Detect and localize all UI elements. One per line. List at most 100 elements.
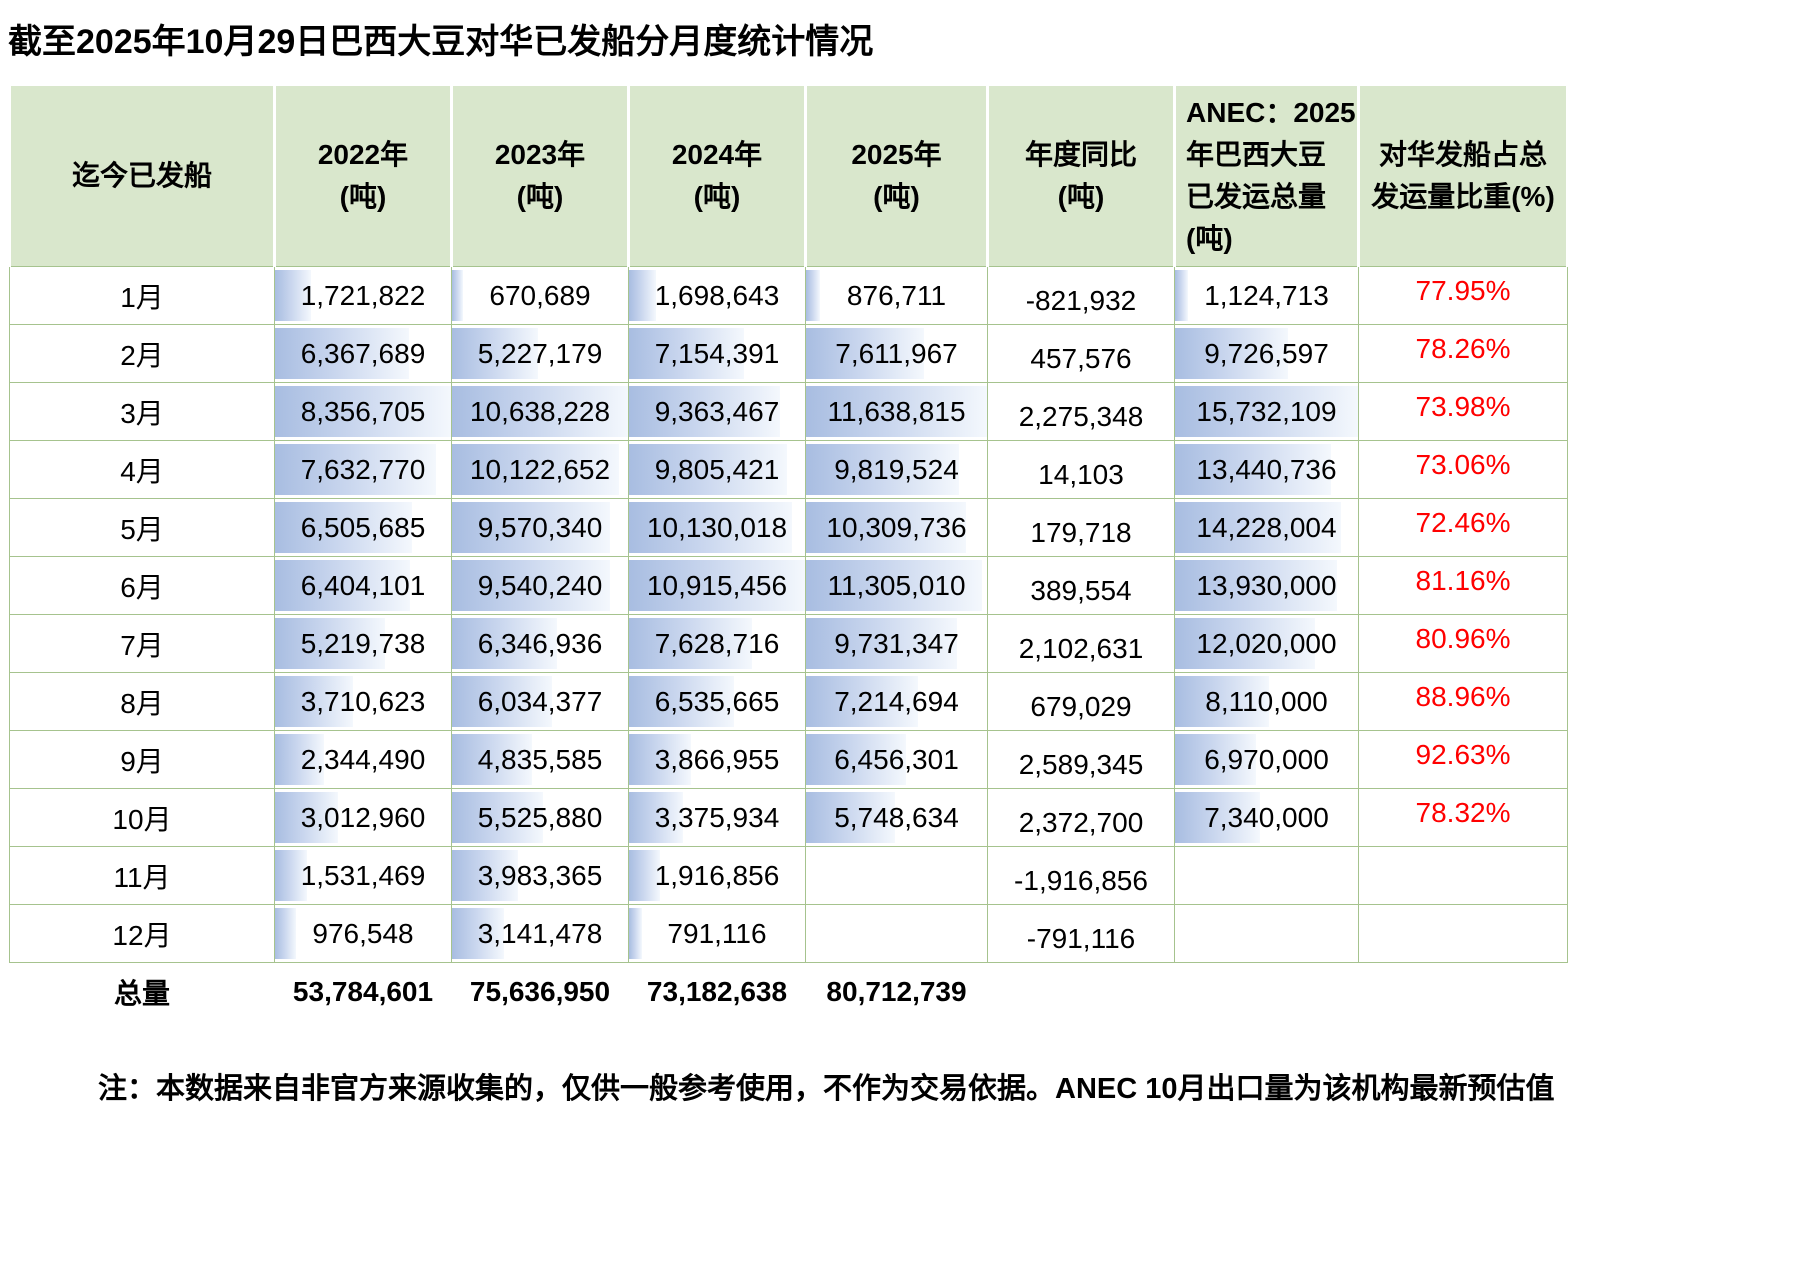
month-label: 12月	[112, 919, 172, 951]
cell-pct: 78.32%	[1358, 788, 1568, 847]
cell-yoy: 389,554	[987, 556, 1175, 615]
total-row: 总量 53,784,601 75,636,950 73,182,638 80,7…	[10, 963, 1568, 1022]
cell-pct	[1358, 904, 1568, 963]
cell-anec: 7,340,000	[1174, 788, 1359, 847]
table-row: 3月 8,356,705 10,638,228 9,363,467 11,638…	[9, 382, 1568, 441]
cell-value: 10,122,652	[469, 453, 611, 485]
cell-yoy: -791,116	[987, 904, 1175, 963]
cell-pct: 81.16%	[1358, 556, 1568, 615]
total-anec	[1175, 963, 1359, 1022]
total-yoy	[988, 963, 1175, 1022]
month-label: 10月	[112, 803, 172, 835]
data-bar	[1175, 618, 1315, 669]
month-label: 3月	[120, 397, 164, 429]
data-bar	[806, 270, 820, 321]
cell-value: 2,344,490	[300, 743, 426, 775]
cell-2025: 7,611,967	[805, 324, 988, 383]
data-bar	[629, 908, 642, 959]
header-anec: ANEC：2025 年巴西大豆 已发运总量 (吨)	[1173, 83, 1360, 267]
cell-pct: 88.96%	[1358, 672, 1568, 731]
cell-2025: 9,731,347	[805, 614, 988, 673]
data-bar	[1175, 792, 1261, 843]
cell-value: 3,012,960	[300, 801, 426, 833]
cell-2023: 9,570,340	[451, 498, 629, 557]
cell-value: 80.96%	[1415, 623, 1511, 654]
total-2022: 53,784,601	[275, 963, 452, 1022]
data-bar	[275, 618, 385, 669]
cell-2024: 3,375,934	[628, 788, 806, 847]
cell-anec	[1174, 846, 1359, 905]
total-2025: 80,712,739	[806, 963, 988, 1022]
month-cell: 10月	[9, 788, 275, 847]
table-row: 12月 976,548 3,141,478 791,116 -791,116	[9, 904, 1568, 963]
month-cell: 2月	[9, 324, 275, 383]
cell-value: 6,535,665	[654, 685, 780, 717]
table-row: 4月 7,632,770 10,122,652 9,805,421 9,819,…	[9, 440, 1568, 499]
data-bar	[629, 734, 692, 785]
cell-value: 2,589,345	[1018, 749, 1144, 780]
page-title: 截至2025年10月29日巴西大豆对华已发船分月度统计情况	[8, 23, 874, 61]
cell-value: 12,020,000	[1196, 627, 1337, 659]
cell-pct: 73.06%	[1358, 440, 1568, 499]
cell-2024: 6,535,665	[628, 672, 806, 731]
cell-2025: 6,456,301	[805, 730, 988, 789]
data-bar	[452, 560, 610, 611]
cell-value: 4,835,585	[477, 743, 603, 775]
cell-anec: 9,726,597	[1174, 324, 1359, 383]
data-bar	[1175, 560, 1338, 611]
cell-anec	[1174, 904, 1359, 963]
cell-2023: 4,835,585	[451, 730, 629, 789]
data-bar	[452, 618, 557, 669]
cell-value: 679,029	[1030, 691, 1132, 722]
month-cell: 8月	[9, 672, 275, 731]
cell-yoy: -1,916,856	[987, 846, 1175, 905]
cell-2025: 11,305,010	[805, 556, 988, 615]
cell-2022: 3,012,960	[274, 788, 452, 847]
cell-value: -821,932	[1025, 285, 1137, 316]
cell-yoy: 2,275,348	[987, 382, 1175, 441]
cell-anec: 13,930,000	[1174, 556, 1359, 615]
cell-2022: 3,710,623	[274, 672, 452, 731]
cell-value: 8,356,705	[300, 395, 426, 427]
cell-value: 1,916,856	[654, 859, 780, 891]
month-label: 9月	[120, 745, 164, 777]
cell-value: 10,638,228	[469, 395, 611, 427]
cell-value: 2,102,631	[1018, 633, 1144, 664]
month-cell: 5月	[9, 498, 275, 557]
data-bar	[275, 676, 354, 727]
table-row: 8月 3,710,623 6,034,377 6,535,665 7,214,6…	[9, 672, 1568, 731]
cell-value: 15,732,109	[1196, 395, 1337, 427]
total-2024: 73,182,638	[629, 963, 806, 1022]
month-cell: 7月	[9, 614, 275, 673]
cell-yoy: 14,103	[987, 440, 1175, 499]
cell-value: 78.32%	[1415, 797, 1511, 828]
cell-yoy: 179,718	[987, 498, 1175, 557]
cell-value: 7,340,000	[1204, 801, 1329, 833]
shipment-table: 迄今已发船 2022年 (吨) 2023年 (吨) 2024年 (吨) 2025…	[8, 83, 1569, 1021]
data-bar	[1175, 502, 1341, 553]
cell-2023: 6,034,377	[451, 672, 629, 731]
data-bar	[629, 676, 735, 727]
cell-2025: 9,819,524	[805, 440, 988, 499]
cell-value: -1,916,856	[1014, 865, 1148, 896]
total-label-cell: 总量	[10, 963, 275, 1022]
total-2023: 75,636,950	[452, 963, 629, 1022]
cell-2024: 1,916,856	[628, 846, 806, 905]
cell-value: 5,219,738	[300, 627, 426, 659]
month-cell: 1月	[9, 266, 275, 325]
cell-value: 6,970,000	[1204, 743, 1329, 775]
cell-value: 670,689	[489, 279, 591, 311]
cell-2022: 7,632,770	[274, 440, 452, 499]
cell-value: 3,983,365	[477, 859, 603, 891]
data-bar	[275, 386, 451, 437]
total-label: 总量	[113, 978, 170, 1009]
cell-value: 11,305,010	[827, 569, 966, 601]
data-bar	[806, 734, 907, 785]
cell-2024: 3,866,955	[628, 730, 806, 789]
cell-value: 3,141,478	[477, 917, 603, 949]
month-cell: 11月	[9, 846, 275, 905]
cell-value: 6,404,101	[300, 569, 426, 601]
cell-value: 7,154,391	[654, 337, 780, 369]
cell-value: 9,731,347	[834, 627, 959, 659]
cell-2022: 6,505,685	[274, 498, 452, 557]
